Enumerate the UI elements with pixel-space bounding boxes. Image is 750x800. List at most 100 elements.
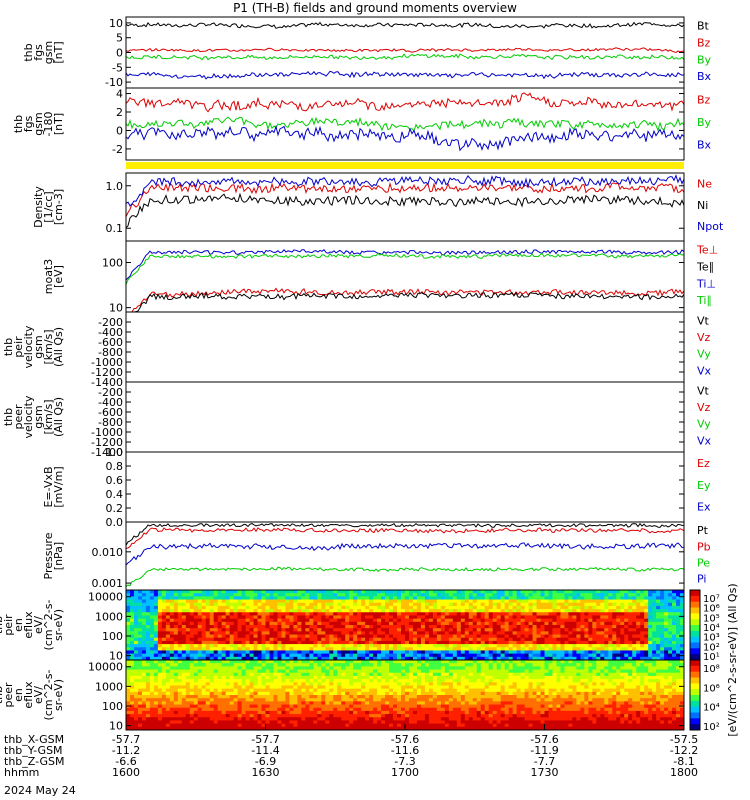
spectrogram-cell <box>480 672 486 677</box>
spectrogram-cell <box>221 599 227 604</box>
spectrogram-cell <box>137 663 143 667</box>
spectrogram-cell <box>628 634 633 639</box>
spectrogram-cell <box>281 631 286 635</box>
spectrogram-cell <box>532 675 537 680</box>
spectrogram-cell <box>281 695 286 699</box>
spectrogram-cell <box>193 602 199 607</box>
spectrogram-cell <box>205 679 211 683</box>
spectrogram-cell <box>257 666 262 670</box>
spectrogram-cell <box>576 653 581 658</box>
spectrogram-cell <box>177 631 183 635</box>
spectrogram-cell <box>237 634 242 639</box>
spectrogram-cell <box>424 618 430 623</box>
spectrogram-cell <box>656 602 661 607</box>
spectrogram-cell <box>444 637 450 642</box>
spectrogram-cell <box>668 599 673 604</box>
spectrogram-cell <box>436 660 442 664</box>
spectrogram-cell <box>632 599 637 604</box>
spectrogram-cell <box>373 672 378 677</box>
spectrogram-cell <box>424 621 430 626</box>
spectrogram-cell <box>193 596 199 600</box>
spectrogram-cell <box>297 593 302 597</box>
spectrogram-cell <box>353 621 358 626</box>
spectrogram-cell <box>624 660 629 664</box>
spectrogram-cell <box>552 596 557 600</box>
spectrogram-cell <box>444 663 450 667</box>
spectrogram-cell <box>408 672 414 677</box>
spectrogram-cell <box>532 679 537 683</box>
spectrogram-cell <box>512 634 517 639</box>
spectrogram-cell <box>285 691 290 696</box>
spectrogram-cell <box>596 675 601 680</box>
spectrogram-cell <box>289 688 294 693</box>
spectrogram-cell <box>397 640 402 645</box>
spectrogram-cell <box>377 640 382 645</box>
spectrogram-cell <box>149 596 155 600</box>
spectrogram-cell <box>412 631 418 635</box>
spectrogram-cell <box>189 660 195 664</box>
spectrogram-cell <box>285 669 290 674</box>
spectrogram-cell <box>253 688 258 693</box>
spectrogram-cell <box>584 675 589 680</box>
spectrogram-cell <box>385 596 390 600</box>
spectrogram-cell <box>301 625 306 629</box>
spectrogram-cell <box>528 666 533 670</box>
spectrogram-cell <box>672 682 677 686</box>
spectrogram-cell <box>185 660 191 664</box>
spectrogram-cell <box>345 691 350 696</box>
spectrogram-cell <box>217 602 223 607</box>
spectrogram-cell <box>161 628 167 632</box>
spectrogram-cell <box>241 685 246 690</box>
spectrogram-cell <box>265 596 270 600</box>
spectrogram-cell <box>464 644 470 648</box>
spectrogram-cell <box>189 640 195 645</box>
spectrogram-cell <box>420 675 426 680</box>
spectrogram-cell <box>361 669 366 674</box>
spectrogram-cell <box>540 672 545 677</box>
spectrogram-cell <box>373 650 378 655</box>
spectrogram-cell <box>572 666 577 670</box>
spectrogram-cell <box>249 640 254 645</box>
legend-item: Ni <box>697 199 708 212</box>
spectrogram-cell <box>265 602 270 607</box>
spectrogram-cell <box>393 650 398 655</box>
spectrogram-cell <box>656 653 661 658</box>
spectrogram-cell <box>313 602 318 607</box>
spectrogram-cell <box>412 609 418 613</box>
spectrogram-cell <box>289 605 294 610</box>
spectrogram-cell <box>568 663 573 667</box>
spectrogram-cell <box>257 669 262 674</box>
spectrogram-cell <box>249 669 254 674</box>
spectrogram-cell <box>496 612 502 616</box>
spectrogram-cell <box>440 621 446 626</box>
spectrogram-cell <box>640 631 645 635</box>
spectrogram-cell <box>245 653 250 658</box>
spectrogram-cell <box>512 631 517 635</box>
spectrogram-cell <box>141 602 147 607</box>
spectrogram-cell <box>432 663 438 667</box>
spectrogram-cell <box>289 685 294 690</box>
spectrogram-cell <box>532 688 537 693</box>
spectrogram-cell <box>325 615 330 620</box>
spectrogram-cell <box>592 695 597 699</box>
spectrogram-cell <box>225 675 231 680</box>
spectrogram-cell <box>269 679 274 683</box>
spectrogram-cell <box>448 590 454 594</box>
spectrogram-cell <box>297 640 302 645</box>
spectrogram-cell <box>297 596 302 600</box>
spectrogram-cell <box>401 695 406 699</box>
spectrogram-cell <box>484 679 490 683</box>
spectrogram-cell <box>341 634 346 639</box>
spectrogram-cell <box>253 602 258 607</box>
spectrogram-cell <box>337 634 342 639</box>
spectrogram-cell <box>373 685 378 690</box>
spectrogram-cell <box>381 669 386 674</box>
spectrogram-cell <box>145 615 151 620</box>
spectrogram-cell <box>325 631 330 635</box>
spectrogram-cell <box>656 612 661 616</box>
spectrogram-cell <box>516 685 521 690</box>
spectrogram-cell <box>452 675 458 680</box>
spectrogram-cell <box>636 685 641 690</box>
spectrogram-cell <box>576 628 581 632</box>
spectrogram-cell <box>337 640 342 645</box>
